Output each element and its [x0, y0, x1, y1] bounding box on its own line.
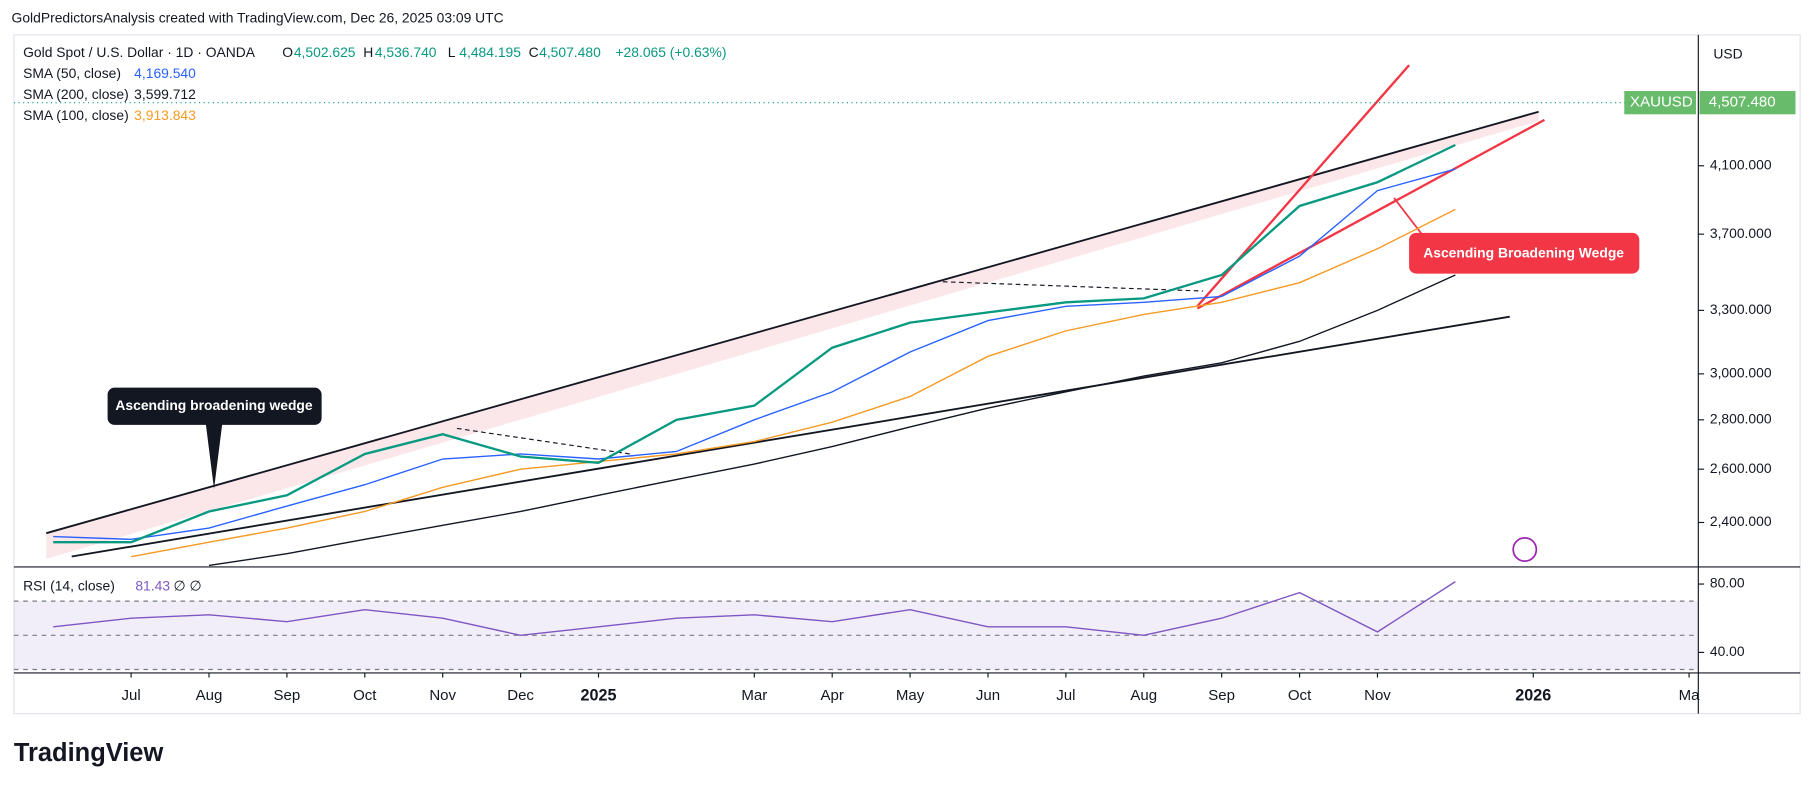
x-tick-label: Apr [820, 687, 843, 704]
ohlc-value: 4,507.480 [539, 44, 601, 60]
trend-line [46, 110, 1539, 535]
x-tick-label: Jun [976, 687, 1000, 704]
brand: TradingView [14, 739, 164, 767]
price-badge [1699, 91, 1796, 115]
wedge-line [1196, 118, 1545, 310]
frame [13, 34, 1801, 715]
y-tick-label: 4,100.000 [1710, 156, 1772, 172]
callout-pointer [1393, 197, 1426, 240]
callout [107, 387, 322, 489]
series-line [130, 208, 1456, 558]
x-tick-label: 2026 [1515, 686, 1551, 704]
y-tick-label: 80.00 [1710, 575, 1745, 591]
x-tick-label: Nov [1364, 687, 1391, 704]
rsi-pane [13, 581, 1699, 671]
x-tick-label: Sep [274, 687, 301, 704]
y-tick-label: 3,700.000 [1710, 225, 1772, 241]
x-tick-label: Oct [1288, 687, 1312, 704]
y-tick-label: 3,000.000 [1710, 364, 1772, 380]
legend-value: 3,599.712 [134, 86, 196, 102]
event-icon [1512, 536, 1538, 563]
x-tick-label: 2025 [580, 686, 616, 704]
y-tick-label: 2,800.000 [1710, 410, 1772, 426]
callout [1409, 232, 1640, 274]
currency: USD [1713, 45, 1742, 61]
annotation: Ascending Broadening Wedge [1423, 244, 1624, 260]
series-line [208, 274, 1456, 567]
annotation: Ascending broadening wedge [115, 397, 312, 413]
x-tick-label: Nov [429, 687, 456, 704]
series-line [53, 143, 1456, 544]
symbol-title: Gold Spot / U.S. Dollar · 1D · OANDA [23, 44, 256, 60]
legend-name: SMA (50, close) [23, 65, 121, 81]
y-tick-label: 2,600.000 [1710, 460, 1772, 476]
attribution: GoldPredictorsAnalysis created with Trad… [12, 9, 504, 25]
ohlc-label: L [448, 44, 456, 60]
change: +28.065 (+0.63%) [615, 44, 726, 60]
series-line [53, 581, 1456, 637]
ohlc-label: C [529, 44, 539, 60]
price-pane [13, 102, 1699, 567]
symbol-label: XAUUSD [1630, 94, 1693, 111]
series-line [53, 168, 1456, 541]
rsi-title: RSI (14, close) [23, 577, 115, 593]
y-tick-label: 2,400.000 [1710, 513, 1772, 529]
legend-name: SMA (200, close) [23, 86, 129, 102]
x-tick-label: Aug [1130, 687, 1157, 704]
y-tick-label: 3,300.000 [1710, 301, 1772, 317]
x-tick-label: Jul [122, 687, 141, 704]
dashed-line [456, 427, 631, 455]
wedge-line [1196, 64, 1410, 307]
ohlc-value: 4,484.195 [459, 44, 521, 60]
y-tick-label: 40.00 [1710, 643, 1745, 659]
dashed-line [942, 281, 1204, 292]
x-tick-label: Mar [741, 687, 767, 704]
x-tick-label: Oct [353, 687, 377, 704]
x-tick-label: May [896, 687, 925, 704]
trend-line [71, 315, 1510, 558]
ohlc-value: 4,536.740 [375, 44, 437, 60]
ohlc-label: O [282, 44, 293, 60]
symbol-badge [1624, 91, 1696, 115]
x-tick-label: Sep [1208, 687, 1235, 704]
legend-name: SMA (100, close) [23, 107, 129, 123]
rsi-last: 81.43 [135, 577, 170, 593]
ohlc-value: 4,502.625 [294, 44, 356, 60]
drawings: Ascending broadening wedge Ascending Bro… [46, 64, 1640, 563]
legend-value: 4,169.540 [134, 65, 196, 81]
x-tick-label: Ma [1679, 687, 1700, 704]
rsi-extra: ∅ ∅ [174, 577, 202, 593]
x-tick-label: Aug [196, 687, 223, 704]
x-tick-label: Jul [1056, 687, 1075, 704]
ohlc-label: H [363, 44, 373, 60]
price-label: 4,507.480 [1709, 94, 1776, 111]
axes: 2,400.000 2,600.000 2,800.000 3,000.000 3,30… [122, 91, 1796, 705]
x-tick-label: Dec [507, 687, 534, 704]
legend-value: 3,913.843 [134, 107, 196, 123]
channel-band [46, 111, 1539, 559]
